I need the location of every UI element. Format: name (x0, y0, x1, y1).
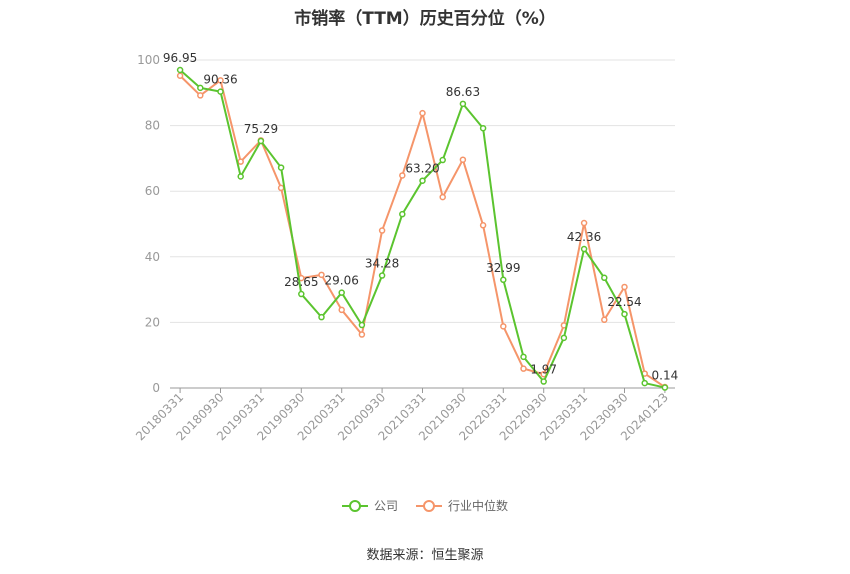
legend-item-company[interactable]: 公司 (341, 497, 398, 514)
data-label: 42.36 (567, 230, 601, 244)
data-point-company (399, 210, 406, 218)
data-point-industry-median (338, 306, 345, 314)
data-point-industry-median (378, 227, 386, 234)
data-point-company (439, 156, 446, 164)
y-tick-label: 40 (145, 250, 160, 264)
data-point-company (560, 334, 568, 342)
y-tick-label: 60 (145, 184, 160, 198)
series (176, 66, 669, 391)
data-point-company (580, 245, 588, 253)
data-label: 90.36 (203, 73, 237, 87)
data-point-company (217, 88, 224, 95)
y-tick-label: 0 (152, 381, 160, 395)
data-point-company (479, 124, 487, 132)
legend: 公司 行业中位数 (0, 497, 850, 514)
data-point-industry-median (439, 193, 446, 201)
data-point-industry-median (500, 323, 507, 330)
data-point-industry-median (318, 271, 325, 279)
data-label: 28.65 (284, 275, 318, 289)
legend-swatch-industry-median (416, 499, 442, 513)
data-point-company (237, 173, 244, 180)
data-point-company (540, 378, 547, 385)
data-label: 22.54 (607, 295, 641, 309)
data-label: 1.97 (530, 363, 557, 377)
data-point-industry-median (217, 77, 224, 84)
data-point-industry-median (176, 72, 184, 79)
data-point-industry-median (479, 222, 487, 229)
chart-title: 市销率（TTM）历史百分位（%） (294, 9, 556, 29)
legend-label-company: 公司 (373, 499, 398, 513)
data-label: 29.06 (325, 274, 359, 288)
data-point-company (378, 272, 386, 279)
grid-lines (170, 59, 675, 323)
data-point-company (419, 177, 426, 184)
legend-label-industry-median: 行业中位数 (448, 499, 509, 513)
data-label: 34.28 (365, 257, 399, 271)
series-line-company (179, 69, 666, 389)
data-labels: 96.95 90.36 75.29 28.65 29.06 34.28 63.20 86.63… (163, 51, 678, 383)
y-tick-label: 100 (137, 53, 160, 67)
data-point-industry-median (459, 156, 467, 163)
data-point-industry-median (277, 184, 285, 192)
data-point-industry-median (580, 219, 588, 227)
data-point-industry-median (419, 109, 426, 117)
data-source: 数据来源：恒生聚源 (366, 548, 484, 563)
data-label: 63.20 (405, 162, 439, 176)
data-point-industry-median (520, 365, 527, 372)
data-label: 32.99 (486, 261, 520, 275)
data-point-company (601, 274, 608, 282)
data-point-company (621, 310, 628, 318)
data-label: 75.29 (244, 122, 278, 136)
data-point-industry-median (399, 172, 406, 179)
data-point-company (318, 313, 325, 321)
legend-swatch-company (341, 499, 368, 513)
data-label: 86.63 (446, 85, 480, 99)
data-point-company (298, 290, 305, 298)
data-label: 96.95 (163, 51, 197, 65)
data-point-industry-median (601, 316, 608, 324)
y-tick-label: 20 (145, 315, 160, 329)
data-point-company (197, 84, 204, 92)
y-tick-label: 80 (145, 119, 160, 133)
legend-item-industry-median[interactable]: 行业中位数 (416, 497, 508, 514)
data-point-company (176, 66, 184, 74)
data-point-company (459, 100, 467, 108)
data-point-company (641, 379, 648, 387)
data-point-company (257, 137, 265, 145)
data-label: 0.14 (652, 369, 679, 383)
axes: 0204060801002018033120180930201903312019… (133, 53, 675, 443)
data-point-company (500, 276, 507, 284)
data-point-company (358, 321, 366, 329)
data-point-company (520, 353, 527, 361)
data-point-company (661, 384, 669, 391)
data-point-industry-median (237, 158, 244, 165)
data-point-company (277, 164, 285, 171)
data-point-company (338, 289, 345, 296)
data-point-industry-median (197, 92, 204, 99)
data-point-industry-median (358, 331, 366, 338)
data-point-industry-median (621, 283, 628, 291)
